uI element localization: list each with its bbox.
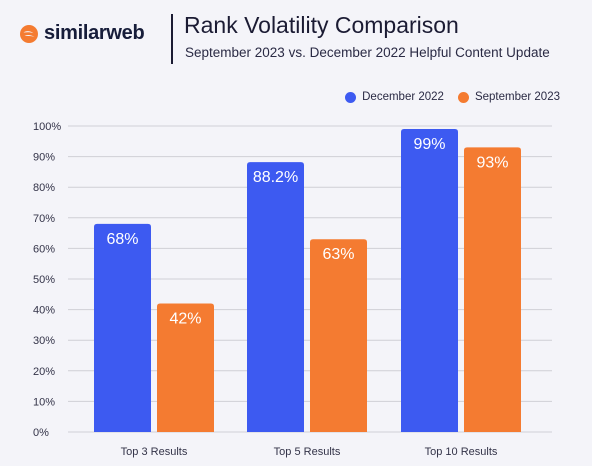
y-tick-label: 30% xyxy=(33,335,55,347)
y-tick-label: 80% xyxy=(33,182,55,194)
legend-item-september-2023: September 2023 xyxy=(457,91,560,103)
y-tick-label: 20% xyxy=(33,366,55,378)
legend-item-december-2022: December 2022 xyxy=(345,91,444,103)
bar xyxy=(464,147,521,433)
legend-label: September 2023 xyxy=(474,91,560,103)
bar-value-label: 93% xyxy=(476,154,508,171)
bar-value-label: 88.2% xyxy=(253,169,298,186)
y-tick-label: 100% xyxy=(33,121,61,133)
y-tick-label: 50% xyxy=(33,274,55,286)
y-tick-label: 90% xyxy=(33,152,55,164)
y-tick-label: 60% xyxy=(33,243,55,255)
bar-value-label: 68% xyxy=(106,231,138,248)
bar xyxy=(157,303,214,432)
bar-value-label: 63% xyxy=(322,246,354,263)
legend-marker-orange xyxy=(457,91,469,103)
chart-legend: December 2022 September 2023 xyxy=(345,91,560,103)
header-divider xyxy=(171,14,173,64)
y-tick-label: 70% xyxy=(33,213,55,225)
x-category-label: Top 3 Results xyxy=(121,446,188,458)
bar-value-label: 99% xyxy=(413,136,445,153)
similarweb-logo: similarweb xyxy=(20,22,145,45)
similarweb-logo-icon xyxy=(20,24,38,43)
bar xyxy=(94,223,151,432)
legend-label: December 2022 xyxy=(362,91,444,103)
chart-subtitle: September 2023 vs. December 2022 Helpful… xyxy=(185,45,550,60)
chart-title: Rank Volatility Comparison xyxy=(184,12,459,38)
x-category-label: Top 10 Results xyxy=(425,446,498,458)
y-tick-label: 10% xyxy=(33,396,55,408)
chart-header: similarweb Rank Volatility Comparison Se… xyxy=(0,0,592,80)
y-tick-label: 0% xyxy=(33,427,49,439)
x-category-label: Top 5 Results xyxy=(274,446,341,458)
bar-value-label: 42% xyxy=(169,310,201,327)
y-tick-label: 40% xyxy=(33,305,55,317)
bar xyxy=(401,129,458,432)
legend-marker-blue xyxy=(345,91,357,103)
bar xyxy=(247,162,304,432)
bar xyxy=(310,239,367,432)
brand-name: similarweb xyxy=(44,22,145,44)
